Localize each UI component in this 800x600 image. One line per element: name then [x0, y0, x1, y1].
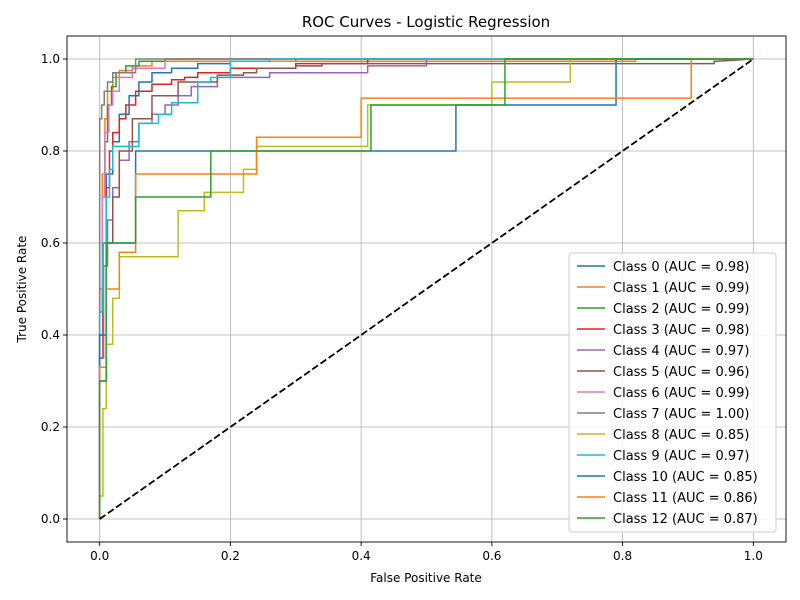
roc-line-class-9 [98, 58, 754, 519]
legend-label-class-5: Class 5 (AUC = 0.96) [613, 365, 749, 380]
legend-label-class-1: Class 1 (AUC = 0.99) [613, 281, 749, 296]
y-tick-label-0: 0.0 [41, 512, 60, 526]
roc-line-class-6 [98, 58, 754, 519]
axes-frame [66, 35, 787, 543]
x-tick-label-3: 0.6 [482, 549, 501, 563]
legend-label-class-12: Class 12 (AUC = 0.87) [613, 512, 758, 527]
axes: 0.0 0.2 0.4 0.6 0.8 1.0 0.0 0.2 0.4 0.6 0.8 1.0 [41, 35, 787, 563]
plot-area [98, 58, 754, 520]
legend-label-class-0: Class 0 (AUC = 0.98) [613, 260, 749, 275]
legend-label-class-3: Class 3 (AUC = 0.98) [613, 323, 749, 338]
legend-label-class-11: Class 11 (AUC = 0.86) [613, 491, 758, 506]
y-tick-label-3: 0.6 [41, 236, 60, 250]
chance-diagonal-line [99, 58, 754, 520]
legend-label-class-6: Class 6 (AUC = 0.99) [613, 386, 749, 401]
y-tick-label-5: 1.0 [41, 52, 60, 66]
legend-box [568, 252, 777, 533]
y-tick-label-1: 0.2 [41, 420, 60, 434]
legend: Class 0 (AUC = 0.98) Class 1 (AUC = 0.99)… [568, 252, 777, 533]
x-axis-label: False Positive Rate [370, 571, 482, 585]
x-tick-label-2: 0.4 [352, 549, 371, 563]
legend-label-class-7: Class 7 (AUC = 1.00) [613, 407, 749, 422]
legend-label-class-9: Class 9 (AUC = 0.97) [613, 449, 749, 464]
y-axis-label: True Positive Rate [15, 236, 29, 344]
x-tick-label-1: 0.2 [221, 549, 240, 563]
x-tick-label-5: 1.0 [744, 549, 763, 563]
legend-label-class-2: Class 2 (AUC = 0.99) [613, 302, 749, 317]
x-tick-label-4: 0.8 [613, 549, 632, 563]
chart-title: ROC Curves - Logistic Regression [302, 13, 550, 31]
y-tick-label-4: 0.8 [41, 144, 60, 158]
legend-label-class-4: Class 4 (AUC = 0.97) [613, 344, 749, 359]
legend-label-class-10: Class 10 (AUC = 0.85) [613, 470, 758, 485]
legend-label-class-8: Class 8 (AUC = 0.85) [613, 428, 749, 443]
y-tick-label-2: 0.4 [41, 328, 60, 342]
roc-line-class-12 [98, 58, 754, 519]
x-tick-label-0: 0.0 [90, 549, 109, 563]
roc-line-class-10 [98, 58, 754, 519]
roc-line-class-7 [98, 58, 754, 519]
